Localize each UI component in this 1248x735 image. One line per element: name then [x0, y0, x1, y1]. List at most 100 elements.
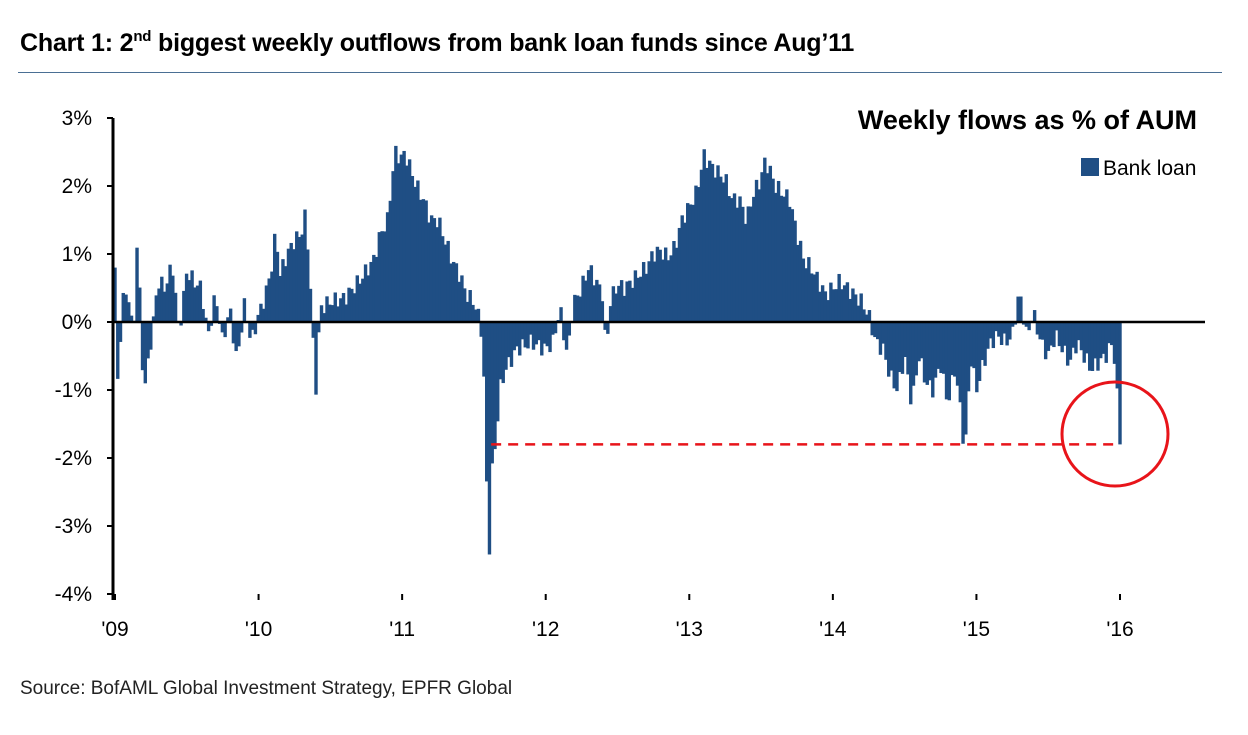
highlight-circle [1060, 380, 1170, 488]
x-tick-label: '13 [676, 618, 703, 641]
bar [542, 322, 547, 344]
bar [719, 176, 723, 322]
bar [336, 306, 340, 322]
bar [474, 309, 478, 322]
bar [534, 322, 538, 345]
bar [909, 322, 913, 405]
bar [187, 280, 192, 322]
bar [226, 317, 230, 322]
bar [991, 322, 996, 349]
bar [220, 322, 225, 333]
bar [829, 282, 833, 322]
bar [405, 165, 409, 322]
bar [848, 298, 852, 322]
bar [743, 223, 748, 322]
bar [168, 264, 172, 322]
x-axis-ticks: '09 '10 '11 '12 '13 '14 '15 '16 [101, 594, 1134, 641]
bar [876, 322, 880, 340]
bar [614, 293, 618, 322]
bar [920, 322, 924, 359]
bar [146, 322, 150, 359]
bar [617, 285, 621, 322]
bar [961, 322, 965, 444]
bar [363, 264, 368, 322]
bar [358, 283, 362, 322]
bar [540, 322, 544, 356]
bar [697, 187, 701, 322]
bar [942, 322, 946, 374]
bar [831, 289, 836, 322]
bar [922, 322, 927, 383]
bar [297, 236, 302, 322]
bar [765, 173, 770, 322]
bar [424, 200, 428, 322]
bar [903, 322, 907, 357]
bar [688, 204, 693, 322]
bar [440, 236, 445, 322]
title-prefix: Chart 1: 2 [20, 29, 134, 57]
bar [573, 294, 577, 322]
bar [691, 204, 695, 322]
weekly-flows-chart: 3%2%1%0%-1%-2%-3%-4% '09'10'11'12'13'14 '… [55, 105, 1205, 641]
bar [815, 271, 819, 322]
bar [451, 261, 456, 322]
bar [551, 322, 555, 335]
bar [429, 215, 434, 322]
bar [1099, 322, 1103, 359]
bar [256, 314, 260, 322]
bar [950, 322, 954, 376]
bar [311, 322, 315, 338]
bar [1049, 322, 1053, 346]
bar [223, 322, 227, 338]
bar [840, 289, 844, 322]
bar [314, 322, 318, 395]
bar [818, 291, 822, 322]
bar [1054, 322, 1059, 331]
bar [171, 275, 175, 322]
bar [790, 209, 795, 322]
bar [523, 322, 527, 348]
bar [774, 192, 778, 322]
bar [1052, 322, 1056, 348]
bar [1096, 322, 1100, 371]
bar [884, 322, 888, 360]
bar [212, 295, 216, 322]
bar [275, 251, 280, 322]
y-tick-label: -2% [55, 447, 92, 470]
bar [661, 259, 665, 322]
bar [702, 149, 706, 322]
bar [306, 249, 310, 322]
bar [782, 196, 786, 322]
bar [289, 242, 293, 322]
bar [710, 163, 715, 322]
bar [471, 304, 475, 322]
bar [526, 322, 530, 349]
bar [151, 316, 156, 322]
bar [730, 198, 734, 322]
bar [622, 295, 627, 322]
bar [454, 263, 459, 322]
title-superscript: nd [133, 28, 152, 45]
bar [1068, 322, 1073, 360]
bar [856, 305, 861, 322]
bar [980, 322, 985, 361]
bar [468, 290, 472, 322]
bar [165, 283, 170, 322]
bar [600, 301, 605, 322]
bar [1021, 322, 1026, 325]
bar [1016, 296, 1020, 322]
bar [261, 308, 266, 322]
bar [1019, 296, 1023, 322]
x-tick-label: '10 [245, 618, 272, 641]
bar [842, 285, 847, 322]
bar [966, 322, 971, 392]
bar [512, 322, 516, 351]
bar [1038, 322, 1042, 340]
bar [339, 298, 343, 322]
bar [394, 145, 398, 322]
bar [553, 322, 558, 334]
bar [228, 308, 233, 322]
bar [182, 290, 186, 322]
bar [853, 294, 858, 322]
bar [936, 322, 940, 369]
